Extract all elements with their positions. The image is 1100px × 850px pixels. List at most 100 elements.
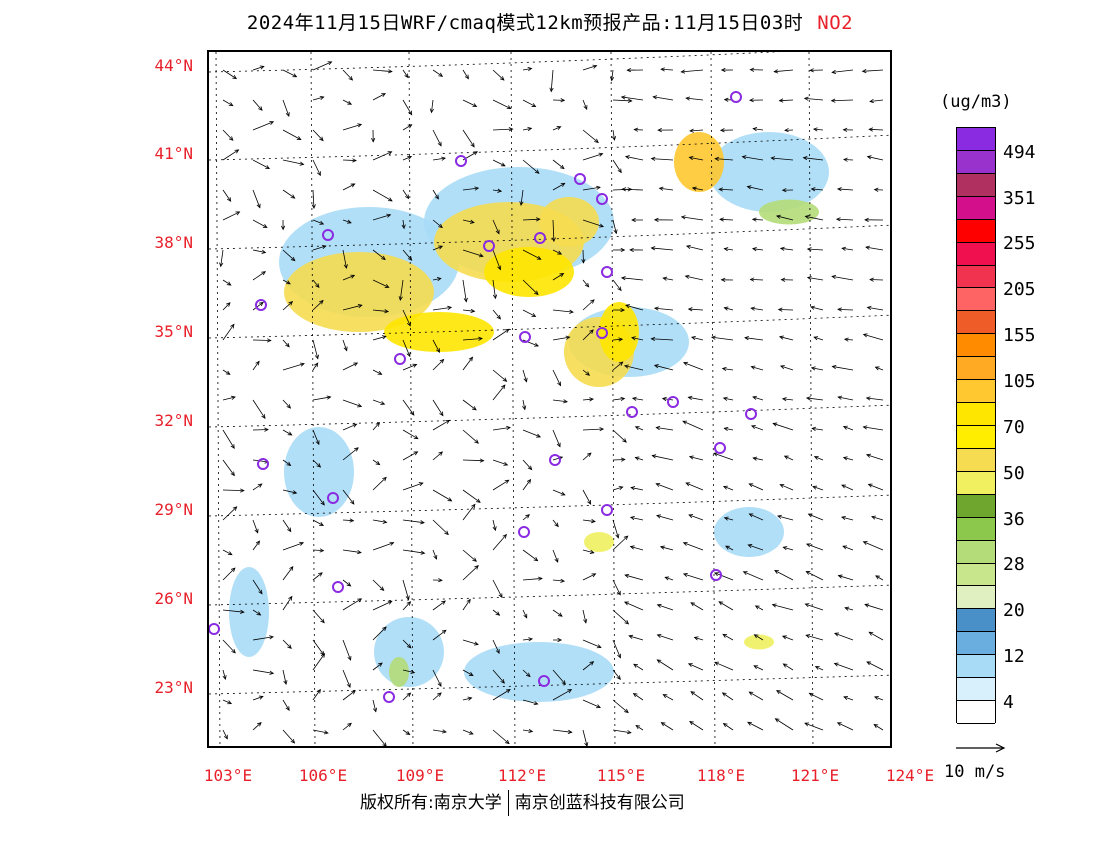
wind-arrow (863, 426, 884, 431)
wind-arrow-head (776, 690, 781, 695)
wind-arrow (342, 249, 347, 269)
wind-arrow (492, 69, 505, 81)
wind-arrow-head (352, 423, 358, 428)
wind-arrow (632, 397, 644, 401)
wind-arrow (252, 302, 264, 311)
wind-arrow-head (589, 397, 594, 402)
concentration-map[interactable] (207, 50, 892, 748)
wind-arrow-head (685, 482, 691, 487)
wind-arrow-head (222, 675, 227, 681)
wind-arrow-head (534, 290, 539, 296)
wind-arrow-head (523, 377, 528, 383)
wind-arrow (342, 447, 359, 461)
wind-arrow-head (624, 155, 630, 160)
wind-arrow (815, 666, 824, 671)
wind-arrow-head (357, 123, 363, 128)
wind-arrow (252, 159, 270, 169)
wind-arrow (685, 482, 704, 491)
wind-arrow-head (495, 229, 500, 235)
wind-arrow-head (631, 217, 636, 223)
cbar-label-4: 4 (1003, 692, 1014, 713)
wind-arrow (631, 487, 644, 491)
wind-arrow-head (318, 572, 323, 577)
wind-arrow (661, 68, 674, 71)
wind-arrow-head (693, 636, 699, 641)
wind-arrow (552, 369, 561, 386)
wind-arrow-head (748, 483, 754, 488)
wind-arrow-head (444, 530, 449, 536)
wind-arrow (552, 489, 565, 496)
wind-arrow (624, 365, 644, 371)
wind-scale-arrow (956, 743, 1006, 753)
wind-arrow-head (353, 362, 359, 367)
wind-arrow (635, 426, 644, 431)
wind-arrow (871, 516, 884, 521)
wind-arrow (342, 274, 355, 281)
wind-arrow (711, 336, 734, 341)
wind-arrow (372, 699, 377, 712)
wind-arrow (462, 489, 481, 503)
cbar-segment (957, 173, 995, 197)
wind-arrow (222, 302, 231, 311)
wind-arrow-head (806, 275, 812, 281)
wind-arrow (612, 398, 625, 401)
lon-gridline (310, 52, 316, 746)
wind-arrow (841, 516, 854, 521)
wind-arrow (663, 277, 674, 281)
wind-arrow (522, 249, 542, 260)
wind-arrow (625, 156, 644, 161)
footer-credits: 版权所有:南京大学 南京创蓝科技有限公司 (360, 788, 685, 816)
wind-arrow-head (259, 65, 265, 70)
wind-arrow-head (775, 214, 781, 219)
concentration-patch (584, 532, 614, 552)
wind-arrow-head (865, 396, 871, 401)
wind-arrow (755, 605, 764, 611)
wind-arrow-head (864, 603, 870, 608)
wind-arrow-head (624, 619, 630, 625)
wind-arrow (462, 129, 475, 148)
wind-arrow (806, 571, 824, 581)
wind-arrow (686, 245, 704, 251)
wind-arrow-head (753, 634, 759, 639)
wind-arrow (552, 159, 565, 169)
wind-arrow (282, 279, 291, 285)
wind-arrow (282, 399, 291, 409)
wind-arrow-head (261, 414, 266, 419)
wind-arrow (220, 249, 224, 267)
wind-arrow (222, 699, 232, 704)
lat-gridline (209, 584, 890, 606)
wind-arrow (582, 639, 602, 648)
wind-arrow (783, 663, 794, 671)
wind-arrow-head (596, 185, 601, 190)
wind-arrow-head (556, 442, 561, 448)
wind-arrow-head (567, 729, 573, 734)
wind-arrow (582, 729, 588, 746)
wind-arrow (751, 307, 764, 311)
wind-arrow-head (387, 69, 393, 74)
wind-arrow (719, 188, 734, 191)
wind-arrow (812, 427, 824, 431)
cbar-segment (957, 563, 995, 587)
wind-arrow (402, 601, 411, 611)
wind-arrow (691, 336, 704, 341)
wind-arrow (749, 483, 764, 491)
wind-arrow (552, 399, 568, 403)
wind-arrow-head (503, 461, 509, 466)
wind-arrow-head (327, 61, 333, 66)
wind-arrow (222, 279, 232, 286)
wind-arrow-head (315, 283, 320, 288)
wind-arrow (402, 549, 425, 554)
wind-arrow (838, 308, 854, 311)
wind-arrow (718, 601, 734, 611)
wind-arrow-head (527, 465, 533, 471)
wind-arrow-head (289, 565, 294, 571)
wind-arrow-head (567, 689, 573, 694)
wind-arrow-head (784, 128, 789, 133)
wind-arrow (550, 69, 554, 92)
wind-arrow (522, 68, 532, 71)
wind-arrow-head (718, 187, 724, 192)
wind-arrow (282, 542, 304, 551)
wind-arrow-head (381, 335, 387, 340)
wind-arrow-head (812, 127, 818, 132)
wind-arrow-head (774, 570, 779, 574)
